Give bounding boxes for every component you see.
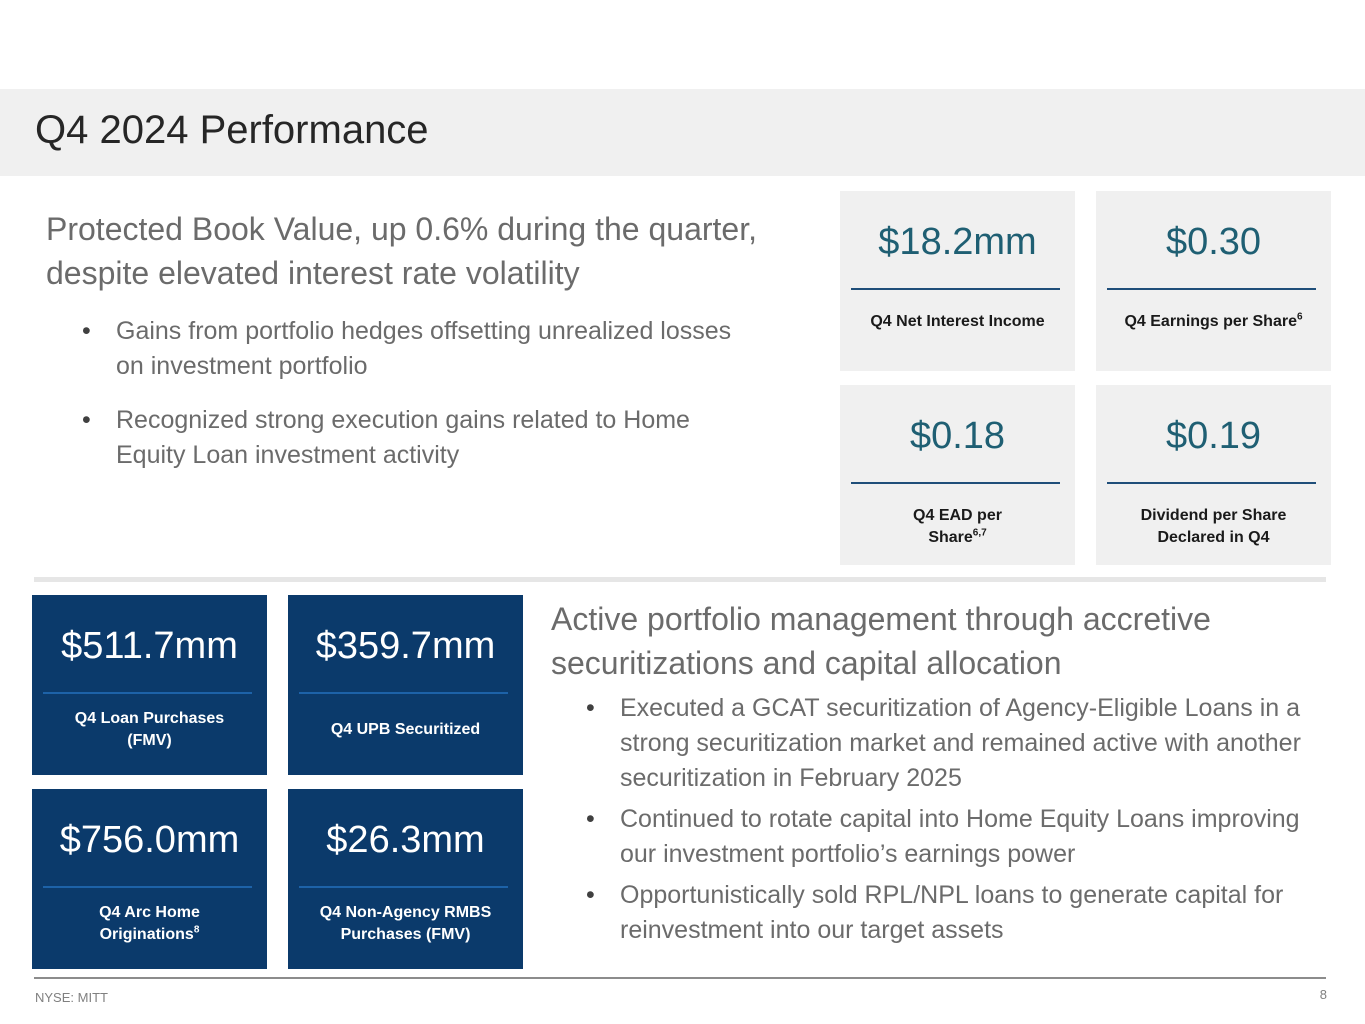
footer-rule xyxy=(34,977,1326,979)
stat-divider xyxy=(43,692,252,694)
stat-divider xyxy=(851,288,1060,290)
bullet-item: • Gains from portfolio hedges offsetting … xyxy=(82,314,762,384)
bullet-glyph: • xyxy=(586,694,595,722)
stat-label: Q4 Earnings per Share6 xyxy=(1124,311,1303,330)
stat-card-net-interest-income: $18.2mm Q4 Net Interest Income xyxy=(840,191,1075,371)
stat-card-upb-securitized: $359.7mm Q4 UPB Securitized xyxy=(288,595,523,775)
bullet-item: • Continued to rotate capital into Home E… xyxy=(586,802,1326,872)
bullet-glyph: • xyxy=(82,406,91,434)
stat-divider xyxy=(43,886,252,888)
bullet-text: Continued to rotate capital into Home Eq… xyxy=(620,805,1300,868)
bullet-item: • Executed a GCAT securitization of Agenc… xyxy=(586,691,1326,796)
stat-value: $0.18 xyxy=(909,415,1006,457)
section-divider xyxy=(34,577,1326,582)
stat-value: $0.19 xyxy=(1165,415,1262,457)
page-title: Q4 2024 Performance xyxy=(35,108,429,152)
stat-label: Dividend per Share Declared in Q4 xyxy=(1140,507,1287,546)
stat-label: Q4 EAD per Share6,7 xyxy=(913,507,1002,546)
bullet-text: Executed a GCAT securitization of Agency… xyxy=(620,694,1301,792)
stat-label: Q4 Loan Purchases (FMV) xyxy=(74,710,225,749)
bullet-text: Gains from portfolio hedges offsetting u… xyxy=(116,317,732,380)
stat-label: Q4 Net Interest Income xyxy=(870,313,1045,330)
stat-divider xyxy=(851,482,1060,484)
stat-value: $359.7mm xyxy=(315,625,496,667)
stat-value: $0.30 xyxy=(1165,221,1262,263)
footer-ticker: NYSE: MITT xyxy=(35,990,108,1005)
book-value-bullets: • Gains from portfolio hedges offsetting … xyxy=(82,314,762,473)
bullet-glyph: • xyxy=(82,317,91,345)
stat-value: $18.2mm xyxy=(878,221,1037,263)
book-value-heading: Protected Book Value, up 0.6% during the… xyxy=(46,211,757,291)
stat-label: Q4 Non-Agency RMBS Purchases (FMV) xyxy=(319,904,492,943)
stat-divider xyxy=(299,886,508,888)
bullet-text: Recognized strong execution gains relate… xyxy=(116,406,690,469)
stat-divider xyxy=(299,692,508,694)
portfolio-management-bullets: • Executed a GCAT securitization of Agenc… xyxy=(586,691,1326,948)
bullet-item: • Recognized strong execution gains relat… xyxy=(82,403,762,473)
bullet-text: Opportunistically sold RPL/NPL loans to … xyxy=(620,881,1284,944)
stat-card-earnings-per-share: $0.30 Q4 Earnings per Share6 xyxy=(1096,191,1331,371)
stat-label: Q4 UPB Securitized xyxy=(330,721,481,738)
stat-divider xyxy=(1107,288,1316,290)
title-band xyxy=(0,89,1365,176)
stat-card-arc-home-originations: $756.0mm Q4 Arc Home Originations8 xyxy=(32,789,267,969)
stat-card-non-agency-rmbs: $26.3mm Q4 Non-Agency RMBS Purchases (FM… xyxy=(288,789,523,969)
stat-card-loan-purchases: $511.7mm Q4 Loan Purchases (FMV) xyxy=(32,595,267,775)
portfolio-management-heading: Active portfolio management through accr… xyxy=(551,601,1211,681)
stat-value: $756.0mm xyxy=(59,819,240,861)
stat-value: $26.3mm xyxy=(326,819,485,861)
page-number: 8 xyxy=(1319,987,1327,1002)
bullet-glyph: • xyxy=(586,881,595,909)
stat-card-ead-per-share: $0.18 Q4 EAD per Share6,7 xyxy=(840,385,1075,565)
stat-value: $511.7mm xyxy=(61,625,238,667)
bullet-glyph: • xyxy=(586,805,595,833)
stat-divider xyxy=(1107,482,1316,484)
stat-label: Q4 Arc Home Originations8 xyxy=(99,904,200,943)
stat-card-dividend-per-share: $0.19 Dividend per Share Declared in Q4 xyxy=(1096,385,1331,565)
bullet-item: • Opportunistically sold RPL/NPL loans to… xyxy=(586,878,1326,948)
